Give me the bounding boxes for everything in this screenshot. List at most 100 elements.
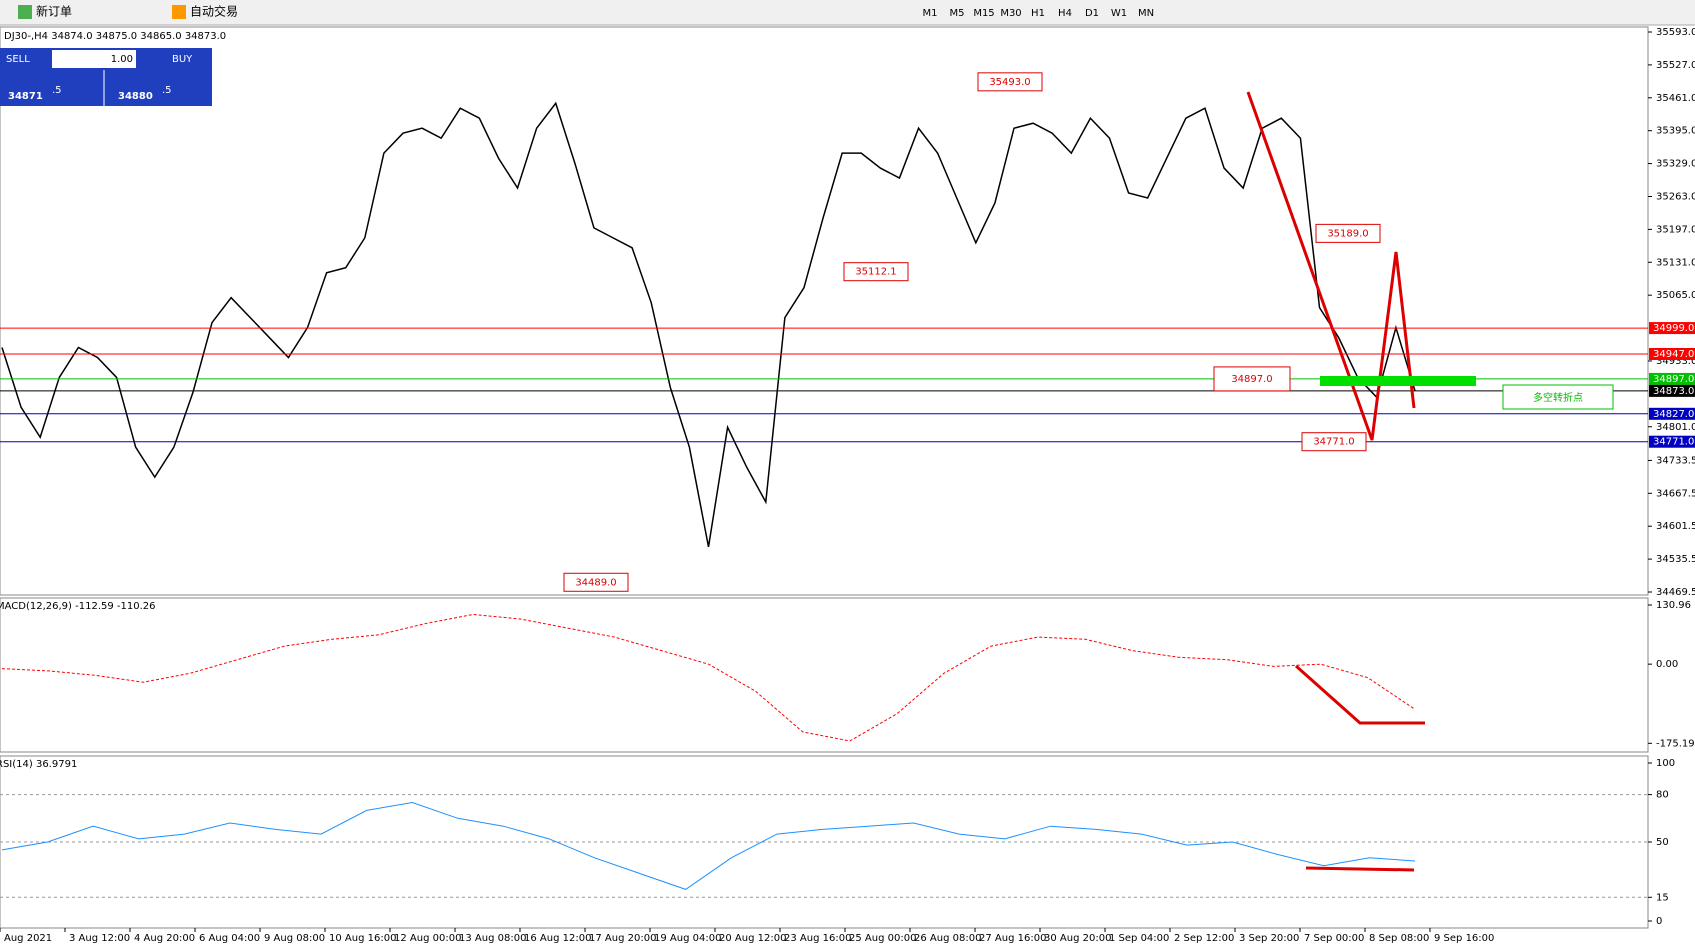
y-tick-label: 35197.0 (1656, 224, 1695, 235)
drawn-arrows (1246, 91, 1425, 872)
x-tick-label: Aug 2021 (4, 933, 52, 944)
buy-button[interactable]: BUY (172, 54, 193, 65)
timeframe-button[interactable]: M30 (1000, 8, 1021, 19)
x-tick-label: 16 Aug 12:00 (524, 933, 591, 944)
y-tick-label: 15 (1656, 892, 1669, 903)
level-badge (1649, 347, 1695, 360)
timeframes: M1 M5 M15 M30 H1 H4 D1 W1 MN (923, 8, 1155, 19)
level-label: 34999.0 (1653, 323, 1694, 334)
auto-trade-button[interactable]: 自动交易 (190, 4, 238, 19)
level-badge (1649, 322, 1695, 335)
sell-price-frac[interactable]: .5 (52, 85, 62, 96)
y-tick-label: 35461.0 (1656, 93, 1695, 104)
rsi-arrow (1305, 866, 1415, 872)
y-tick-label: 34667.5 (1656, 488, 1695, 499)
y-tick-label: 0 (1656, 916, 1662, 927)
x-tick-label: 2 Sep 12:00 (1174, 933, 1234, 944)
plots: 35593.0 35527.0 35461.0 35395.0 35329.0 35263… (0, 27, 1695, 944)
auto-trade-icon[interactable] (172, 5, 186, 19)
trend-arrow (1246, 91, 1416, 441)
annotation-box (1213, 366, 1291, 392)
y-tick-label: 50 (1656, 837, 1669, 848)
level-label: 34827.0 (1653, 409, 1694, 420)
level-badge (1649, 372, 1695, 385)
x-tick-label: 8 Sep 08:00 (1369, 933, 1429, 944)
y-tick-label: 34469.5 (1656, 587, 1695, 598)
y-tick-label: 35131.0 (1656, 257, 1695, 268)
y-tick-label: 34801.0 (1656, 422, 1695, 433)
y-tick-label: 35065.0 (1656, 290, 1695, 301)
y-tick-label: 34933.0 (1656, 356, 1695, 367)
x-tick-label: 1 Sep 04:00 (1109, 933, 1169, 944)
x-tick-label: 4 Aug 20:00 (134, 933, 195, 944)
series-line (1, 101, 1416, 548)
timeframe-button[interactable]: M5 (950, 8, 965, 19)
annotation-label: 34897.0 (1231, 374, 1272, 385)
macd-title: MACD(12,26,9) -112.59 -110.26 (0, 601, 156, 612)
new-order-button[interactable]: 新订单 (36, 4, 72, 19)
level-label: 34873.0 (1653, 386, 1694, 397)
note-label: 多空转折点 (1533, 391, 1583, 404)
x-tick-label: 10 Aug 16:00 (329, 933, 396, 944)
turning-zone (1320, 376, 1476, 386)
annotation-box (1301, 432, 1367, 452)
buy-price[interactable]: 34880 (118, 91, 153, 102)
y-tick-label: 34733.5 (1656, 455, 1695, 466)
level-label: 34771.0 (1653, 437, 1694, 448)
y-tick-label: 34535.5 (1656, 554, 1695, 565)
x-tick-label: 9 Sep 16:00 (1434, 933, 1494, 944)
annotation-label: 35112.1 (855, 267, 896, 278)
level-badge (1649, 384, 1695, 397)
timeframe-button[interactable]: M15 (973, 8, 994, 19)
macd-arrow (1295, 664, 1425, 725)
trade-panel: SELL 1.00 BUY 34871 .5 34880 .5 (0, 48, 212, 106)
x-tick-label: 3 Sep 20:00 (1239, 933, 1299, 944)
x-tick-label: 27 Aug 16:00 (979, 933, 1046, 944)
lot-input[interactable] (52, 50, 136, 68)
note-box (1502, 384, 1614, 410)
buy-price-frac[interactable]: .5 (162, 85, 172, 96)
y-tick-label: 35263.0 (1656, 191, 1695, 202)
series-line (1, 801, 1416, 890)
x-tick-label: 12 Aug 00:00 (394, 933, 461, 944)
x-tick-label: 30 Aug 20:00 (1044, 933, 1111, 944)
annotation-label: 35189.0 (1327, 228, 1368, 239)
x-tick-label: 20 Aug 12:00 (719, 933, 786, 944)
price-panel (0, 26, 1649, 596)
y-tick-label: 100 (1656, 758, 1675, 769)
x-tick-label: 9 Aug 08:00 (264, 933, 325, 944)
sell-price[interactable]: 34871 (8, 91, 43, 102)
x-tick-label: 13 Aug 08:00 (459, 933, 526, 944)
timeframe-button[interactable]: MN (1138, 8, 1154, 19)
toolbar (0, 0, 1695, 25)
rsi-title: RSI(14) 36.9791 (0, 759, 77, 770)
sell-button[interactable]: SELL (6, 54, 30, 65)
y-tick-label: 35329.0 (1656, 159, 1695, 170)
y-tick-label: 130.96 (1656, 600, 1691, 611)
level-label: 34947.0 (1653, 349, 1694, 360)
annotation-box (843, 262, 909, 282)
series-line (1, 613, 1416, 742)
level-badge (1649, 407, 1695, 420)
x-tick-label: 17 Aug 20:00 (589, 933, 656, 944)
annotation-box (977, 72, 1043, 92)
timeframe-button[interactable]: W1 (1111, 8, 1127, 19)
annotation-box (563, 572, 629, 592)
timeframe-button[interactable]: H1 (1031, 8, 1045, 19)
annotation-label: 34489.0 (575, 577, 616, 588)
x-tick-label: 6 Aug 04:00 (199, 933, 260, 944)
x-tick-label: 3 Aug 12:00 (69, 933, 130, 944)
x-tick-label: 19 Aug 04:00 (654, 933, 721, 944)
new-order-icon[interactable] (18, 5, 32, 19)
lot-value[interactable]: 1.00 (111, 54, 133, 65)
y-tick-label: 35395.0 (1656, 126, 1695, 137)
timeframe-button[interactable]: M1 (923, 8, 938, 19)
timeframe-button[interactable]: H4 (1058, 8, 1072, 19)
x-tick-label: 23 Aug 16:00 (784, 933, 851, 944)
annotation-label: 35493.0 (989, 77, 1030, 88)
timeframe-button[interactable]: D1 (1085, 8, 1099, 19)
y-tick-label: 0.00 (1656, 659, 1678, 670)
y-tick-label: 35593.0 (1656, 27, 1695, 38)
macd-panel (0, 597, 1649, 753)
